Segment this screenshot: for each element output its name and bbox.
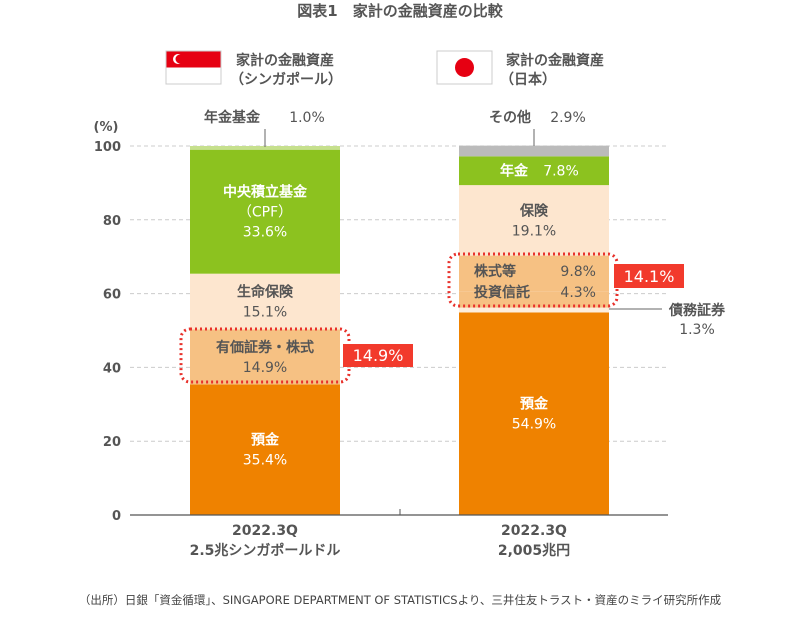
x-label-jp-1: 2022.3Q — [501, 523, 567, 539]
bar-segment — [190, 329, 340, 385]
y-tick-label: 20 — [103, 435, 121, 450]
bar-segment — [190, 149, 340, 274]
x-label-sg-2: 2.5兆シンガポールドル — [190, 542, 341, 559]
segment-label: 預金 — [520, 396, 549, 413]
segment-label: 有価証券・株式 — [216, 339, 314, 356]
y-tick-label: 60 — [103, 288, 121, 303]
legend-singapore: 家計の金融資産 （シンガポール） — [165, 50, 342, 88]
legend-japan-line2: （日本） — [500, 71, 556, 88]
bar-segment — [190, 384, 340, 515]
bar-segment — [459, 255, 609, 292]
chart-title: 図表1 家計の金融資産の比較 — [297, 2, 503, 20]
segment-label: 生命保険 — [237, 284, 294, 301]
segment-value: 54.9% — [512, 417, 556, 433]
sg-pension-label: 年金基金 — [204, 109, 261, 126]
x-label-sg-1: 2022.3Q — [232, 523, 298, 539]
y-tick-label: 100 — [94, 140, 121, 155]
y-tick-label: 0 — [112, 509, 121, 524]
jp-funds-value: 4.3% — [560, 285, 596, 301]
segment-label: 預金 — [251, 432, 280, 449]
bar-segment — [459, 185, 609, 256]
jp-other-label: その他 — [489, 109, 531, 126]
segment-label: （CPF） — [238, 205, 292, 221]
japan-flag-circle — [455, 58, 474, 77]
bar-segment — [459, 312, 609, 515]
bar-segment — [459, 291, 609, 308]
segment-value: 15.1% — [243, 305, 287, 321]
legend-japan: 家計の金融資産 （日本） — [436, 50, 604, 88]
jp-bonds-label: 債務証券 — [668, 302, 726, 319]
sg-pension-value: 1.0% — [289, 110, 325, 126]
segment-label: 中央積立基金 — [223, 184, 308, 201]
legend-japan-line1: 家計の金融資産 — [506, 52, 604, 69]
jp-other-value: 2.9% — [550, 110, 586, 126]
legend-singapore-line1: 家計の金融資産 — [236, 52, 334, 69]
jp-highlight-value: 14.1% — [624, 267, 675, 286]
sg-highlight-value: 14.9% — [353, 346, 404, 365]
bar-segment — [459, 145, 609, 157]
singapore-flag-moon-cut — [175, 54, 185, 64]
segment-value: 35.4% — [243, 453, 287, 469]
segment-value: 19.1% — [512, 223, 556, 239]
sg-highlight-badge — [343, 344, 413, 367]
jp-stocks-value: 9.8% — [560, 264, 596, 280]
jp-highlight-badge — [614, 264, 684, 288]
jp-funds-label: 投資信託 — [474, 284, 530, 301]
segment-label: 保険 — [519, 202, 549, 219]
x-label-jp-2: 2,005兆円 — [498, 543, 570, 559]
legend-singapore-line2: （シンガポール） — [230, 71, 342, 88]
segment-value: 14.9% — [243, 360, 287, 376]
segment-label: 年金 — [500, 163, 529, 180]
bar-segment — [190, 146, 340, 150]
bar-segment — [190, 273, 340, 330]
bar-segment — [459, 307, 609, 313]
y-tick-label: 40 — [103, 361, 121, 376]
source-note: （出所）日銀「資金循環」、SINGAPORE DEPARTMENT OF STA… — [79, 593, 722, 607]
y-tick-label: 80 — [103, 214, 121, 229]
bar-segment — [459, 156, 609, 186]
segment-value: 33.6% — [243, 225, 287, 241]
y-axis-label: (%) — [94, 120, 119, 135]
jp-bonds-value: 1.3% — [679, 322, 715, 338]
segment-value: 7.8% — [543, 164, 579, 180]
jp-stocks-label: 株式等 — [474, 263, 516, 280]
